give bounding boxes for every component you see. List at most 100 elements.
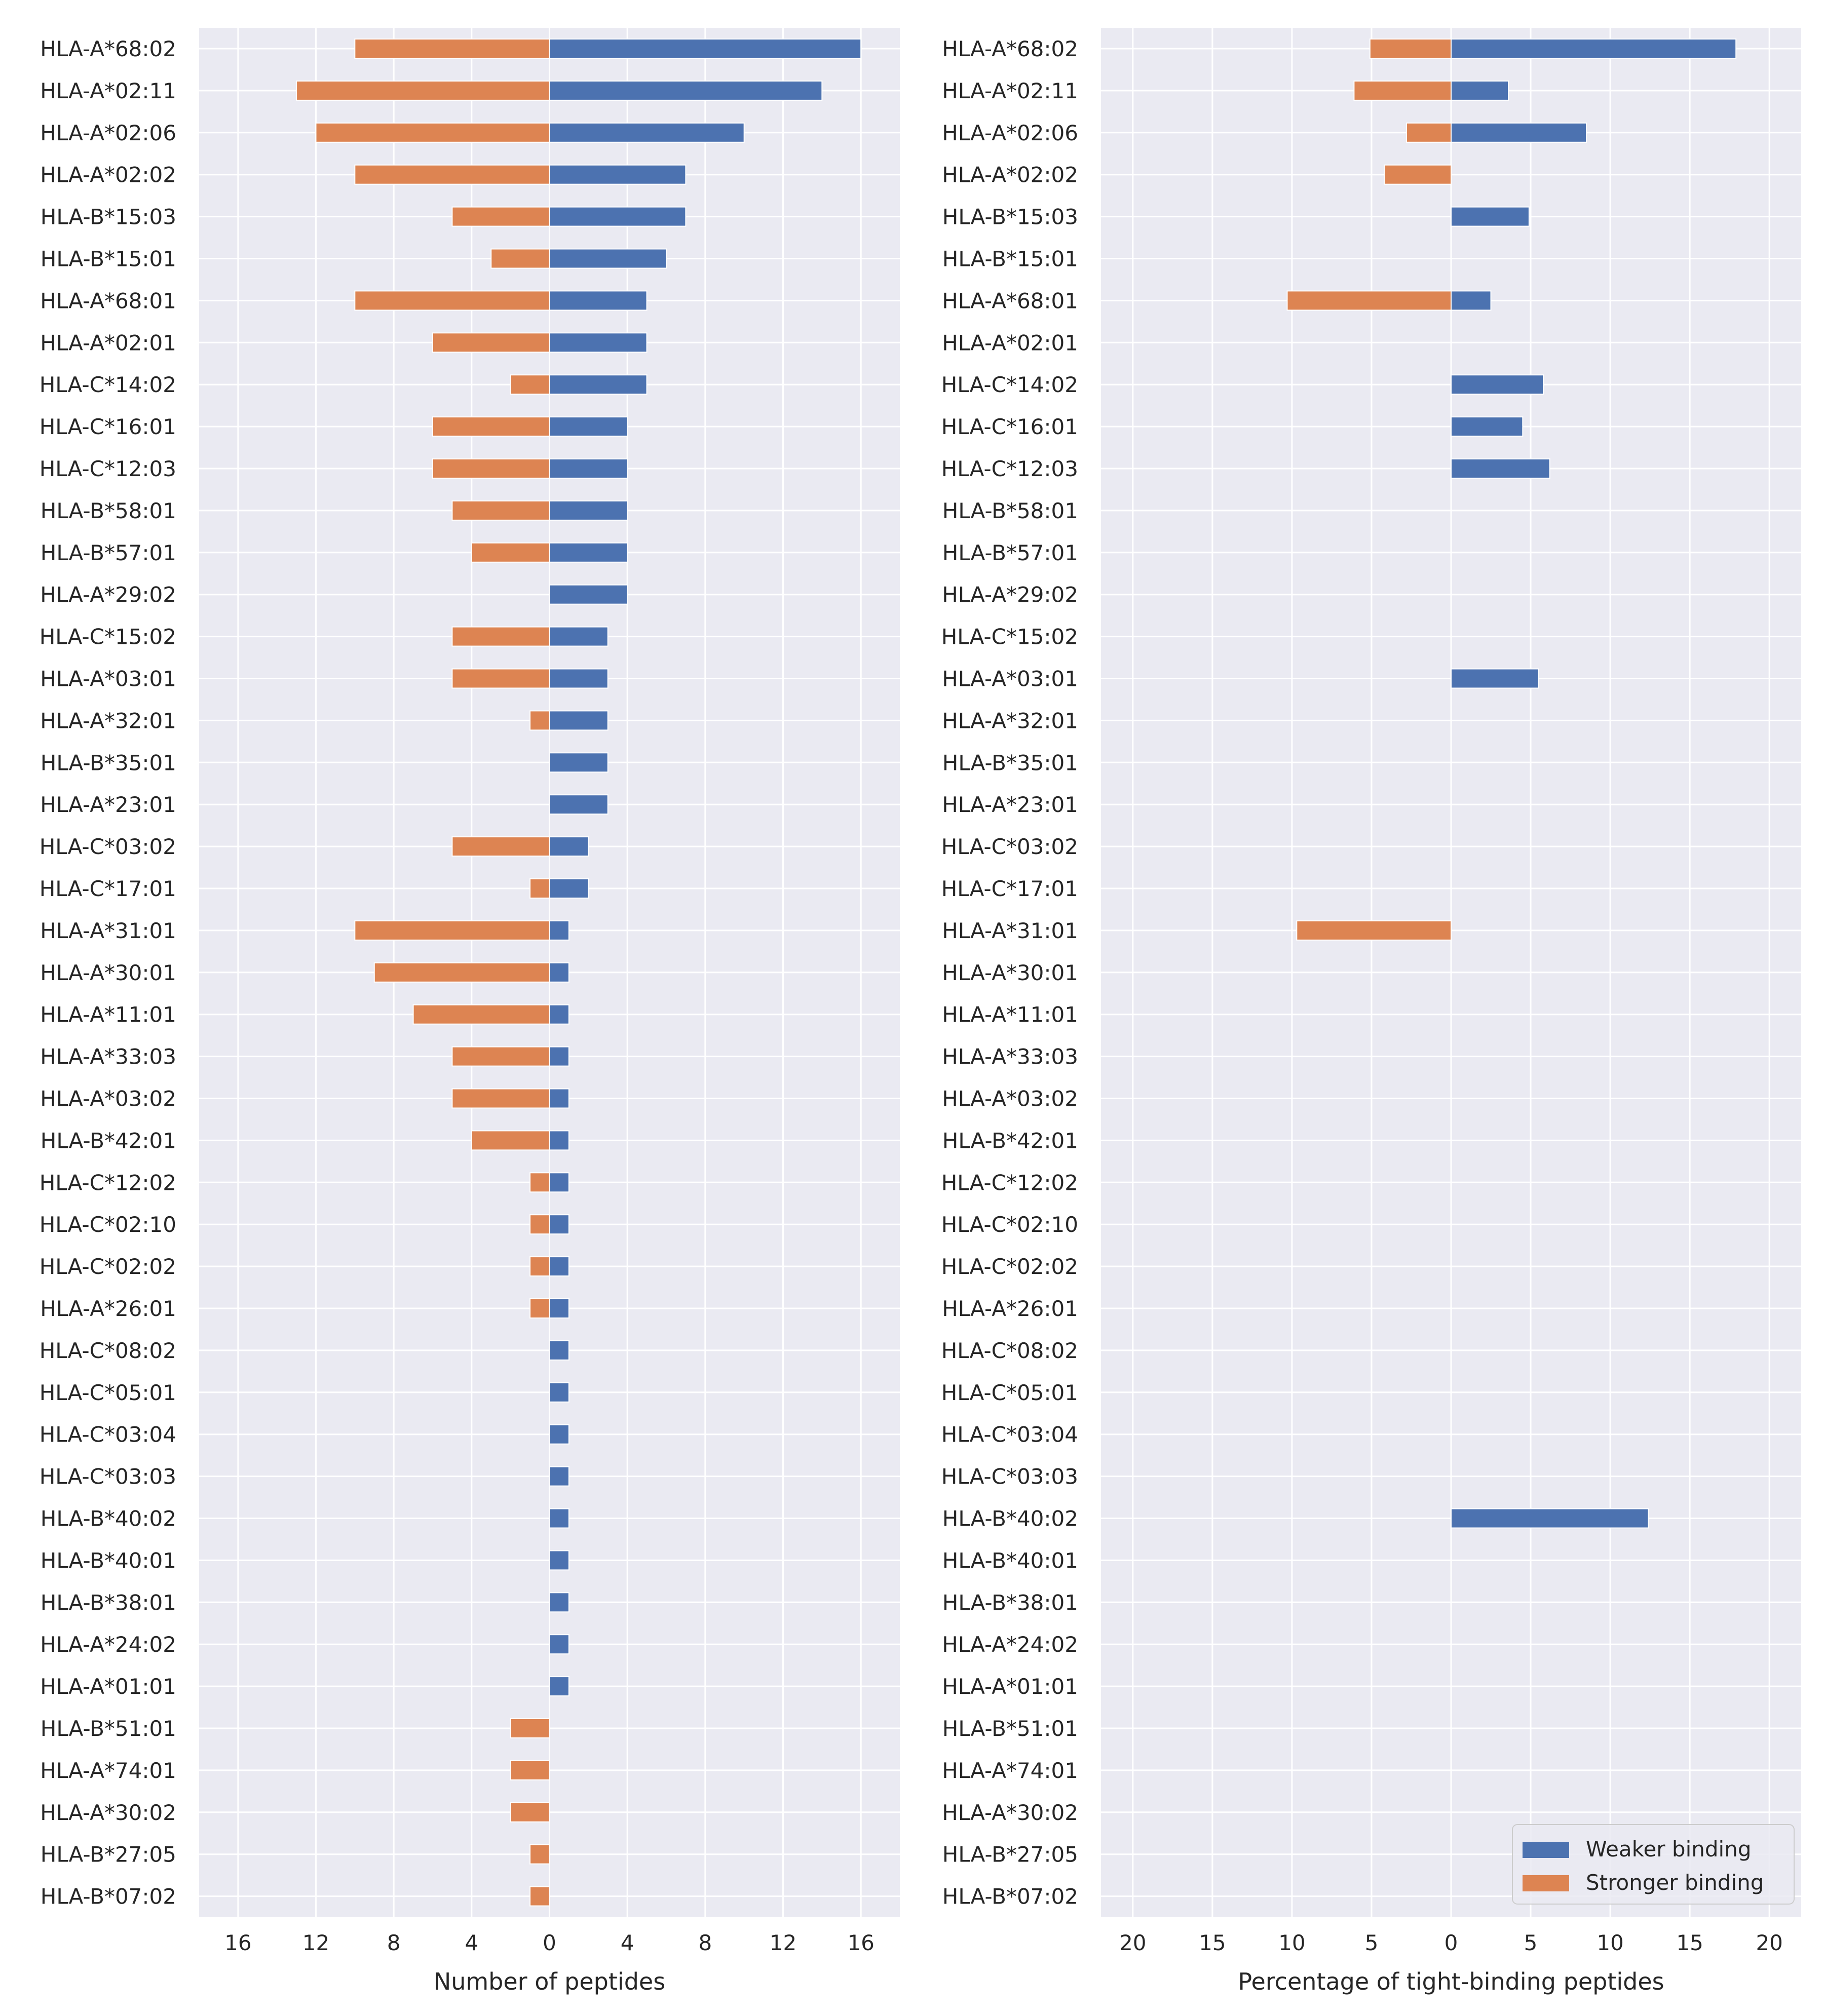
bar-stronger (451, 1046, 550, 1067)
bar-weaker (549, 416, 628, 437)
bar-weaker (1451, 206, 1530, 227)
y-tick-label: HLA-A*23:01 (40, 792, 176, 817)
bar-weaker (549, 710, 609, 731)
bar-weaker (549, 80, 823, 101)
y-tick-label: HLA-A*02:06 (942, 121, 1078, 145)
bar-weaker (549, 1298, 569, 1319)
y-tick-label: HLA-A*23:01 (942, 792, 1078, 817)
chart-panel-2: HLA-A*68:02 HLA-A*02:11 HLA-A*02:06 HLA-A*0… (941, 28, 1801, 1995)
bar-weaker (1451, 668, 1539, 689)
x-tick-label: 15 (1676, 1930, 1703, 1955)
y-tick-label: HLA-B*42:01 (41, 1128, 176, 1153)
y-tick-label: HLA-A*03:02 (942, 1087, 1078, 1111)
legend-label: Stronger binding (1586, 1870, 1764, 1895)
bar-stronger (412, 1004, 550, 1025)
y-tick-label: HLA-C*12:03 (941, 456, 1078, 481)
bar-stronger (451, 668, 550, 689)
x-tick-label: 16 (224, 1930, 251, 1955)
y-tick-label: HLA-B*15:01 (942, 247, 1078, 272)
x-axis-label: Number of peptides (434, 1968, 665, 1995)
bar-weaker (549, 164, 687, 185)
bar-weaker (549, 38, 862, 59)
bar-stronger (1369, 38, 1452, 59)
y-tick-label: HLA-C*02:10 (941, 1212, 1078, 1237)
y-tick-label: HLA-A*02:11 (40, 79, 176, 103)
y-tick-label: HLA-C*12:03 (40, 456, 176, 481)
y-tick-label: HLA-A*02:01 (942, 330, 1078, 355)
y-tick-label: HLA-A*74:01 (942, 1758, 1078, 1783)
bar-stronger (432, 458, 550, 479)
y-tick-label: HLA-B*57:01 (942, 540, 1078, 565)
y-tick-label: HLA-A*31:01 (942, 918, 1078, 943)
y-tick-label: HLA-A*68:01 (942, 288, 1078, 313)
y-tick-label: HLA-B*40:02 (942, 1506, 1078, 1531)
y-tick-label: HLA-B*40:01 (41, 1548, 176, 1573)
bar-weaker (1451, 458, 1550, 479)
bar-weaker (549, 1256, 569, 1277)
bar-stronger (529, 1886, 550, 1907)
x-tick-label: 5 (1524, 1930, 1538, 1955)
bar-weaker (549, 1382, 569, 1403)
bar-weaker (549, 794, 609, 815)
y-tick-label: HLA-A*02:11 (942, 79, 1078, 103)
bar-stronger (529, 1256, 550, 1277)
bar-stronger (451, 626, 550, 647)
x-tick-label: 12 (770, 1930, 796, 1955)
y-tick-label: HLA-A*31:01 (40, 918, 176, 943)
bar-weaker (549, 206, 687, 227)
x-tick-label: 16 (847, 1930, 874, 1955)
x-tick-label: 20 (1119, 1930, 1146, 1955)
bar-weaker (549, 1424, 569, 1445)
y-tick-label: HLA-A*24:02 (942, 1632, 1078, 1657)
bar-stronger (354, 290, 550, 311)
bar-weaker (549, 962, 569, 983)
bar-weaker (549, 500, 628, 521)
y-tick-label: HLA-C*08:02 (40, 1338, 176, 1363)
bar-stronger (529, 1298, 550, 1319)
y-tick-label: HLA-B*27:05 (942, 1842, 1078, 1867)
bar-weaker (549, 332, 648, 353)
y-tick-label: HLA-A*03:01 (40, 667, 176, 691)
y-tick-label: HLA-B*07:02 (41, 1884, 176, 1909)
bar-weaker (549, 1172, 569, 1193)
bar-weaker (1451, 38, 1737, 59)
legend-swatch (1523, 1842, 1569, 1858)
y-tick-label: HLA-A*30:01 (942, 960, 1078, 985)
bar-stronger (1296, 920, 1452, 941)
y-tick-label: HLA-A*03:02 (40, 1087, 176, 1111)
y-tick-label: HLA-A*11:01 (40, 1002, 176, 1027)
legend-swatch (1523, 1875, 1569, 1891)
bar-weaker (1451, 80, 1509, 101)
y-tick-label: HLA-A*24:02 (40, 1632, 176, 1657)
bar-weaker (549, 1214, 569, 1235)
bar-stronger (529, 710, 550, 731)
y-tick-label: HLA-C*05:01 (40, 1380, 176, 1405)
bar-weaker (549, 1676, 569, 1697)
bar-stronger (1353, 80, 1452, 101)
bar-weaker (549, 1466, 569, 1487)
y-tick-label: HLA-A*33:03 (40, 1044, 176, 1069)
y-tick-label: HLA-C*03:04 (941, 1422, 1078, 1447)
bar-weaker (549, 1550, 569, 1571)
y-tick-label: HLA-C*12:02 (941, 1170, 1078, 1195)
y-tick-label: HLA-A*02:01 (40, 330, 176, 355)
bar-stronger (510, 1802, 550, 1823)
bar-stronger (451, 836, 550, 857)
y-tick-label: HLA-B*58:01 (942, 498, 1078, 523)
y-tick-label: HLA-A*68:02 (942, 36, 1078, 61)
y-tick-label: HLA-A*68:02 (40, 36, 176, 61)
y-tick-label: HLA-B*42:01 (942, 1128, 1078, 1153)
y-tick-label: HLA-C*03:03 (941, 1464, 1078, 1489)
y-tick-label: HLA-A*29:02 (40, 583, 176, 607)
y-tick-label: HLA-A*02:02 (942, 163, 1078, 187)
legend-label: Weaker binding (1586, 1837, 1751, 1862)
bar-weaker (549, 626, 609, 647)
bar-stronger (490, 248, 550, 269)
x-tick-label: 15 (1199, 1930, 1226, 1955)
y-tick-label: HLA-C*03:02 (941, 834, 1078, 859)
bar-stronger (1406, 122, 1452, 143)
bar-stronger (354, 38, 550, 59)
legend-box (1512, 1824, 1795, 1905)
y-tick-label: HLA-A*26:01 (40, 1296, 176, 1321)
